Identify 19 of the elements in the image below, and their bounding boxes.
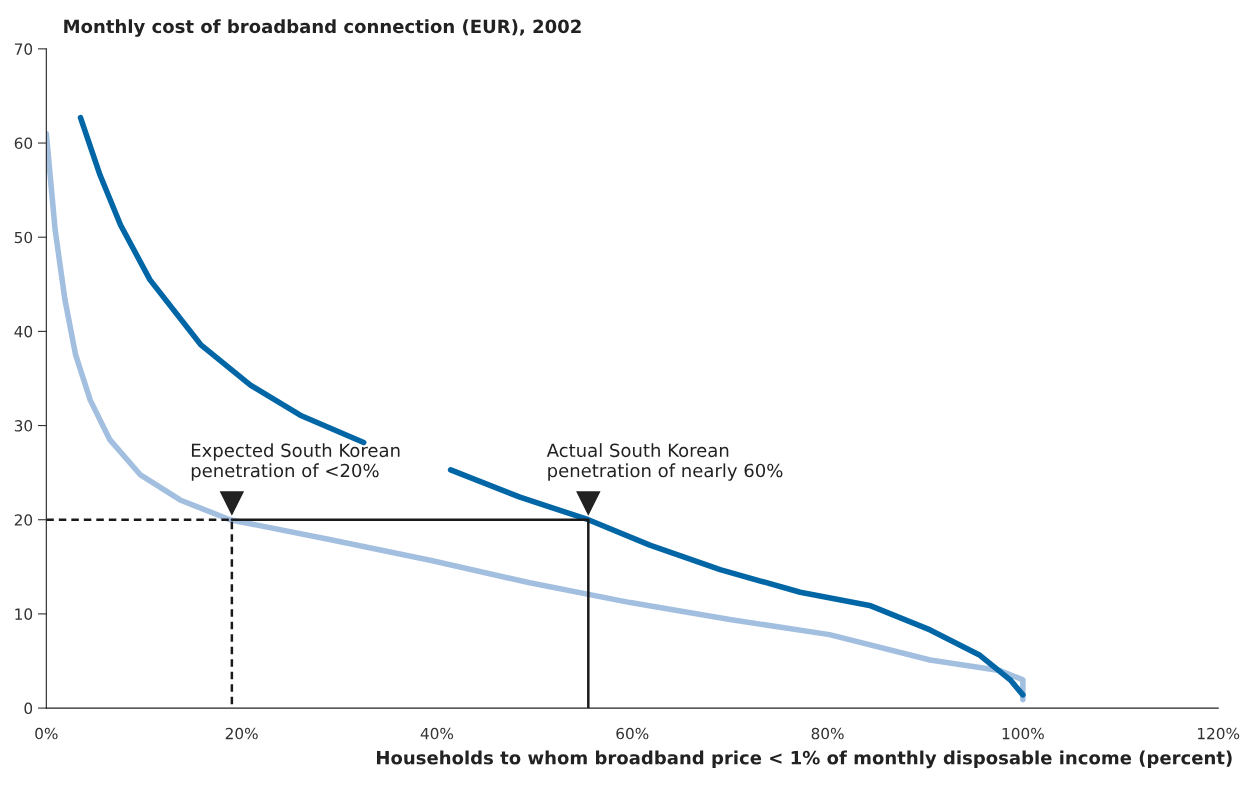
y-tick-label: 10 (15, 608, 33, 620)
x-tick-label: 120% (1198, 727, 1240, 740)
annotation: Expected South Korean penetration of <20% (191, 443, 400, 481)
annotation: Actual South Korean penetration of nearly 60% (546, 443, 783, 481)
x-axis-title: Households to whom broadband price < 1% of monthly disposable income (percent) (377, 750, 1232, 769)
y-tick-label: 40 (14, 325, 33, 338)
x-tick-label: 60% (616, 727, 649, 740)
y-tick-label: 70 (14, 43, 33, 55)
chart-title: Monthly cost of broadband connection (EUR), 2002 (64, 19, 581, 37)
y-tick-label: 30 (14, 420, 33, 432)
y-tick-label: 20 (14, 514, 33, 526)
x-tick-label: 40% (420, 727, 454, 740)
y-tick-label: 50 (14, 231, 33, 244)
y-tick-label: 60 (14, 137, 33, 150)
y-tick-label: 0 (24, 702, 33, 715)
x-tick-label: 80% (811, 727, 844, 740)
x-tick-label: 20% (225, 727, 258, 740)
x-tick-label: 100% (1002, 727, 1044, 740)
x-tick-label: 0% (35, 727, 58, 740)
